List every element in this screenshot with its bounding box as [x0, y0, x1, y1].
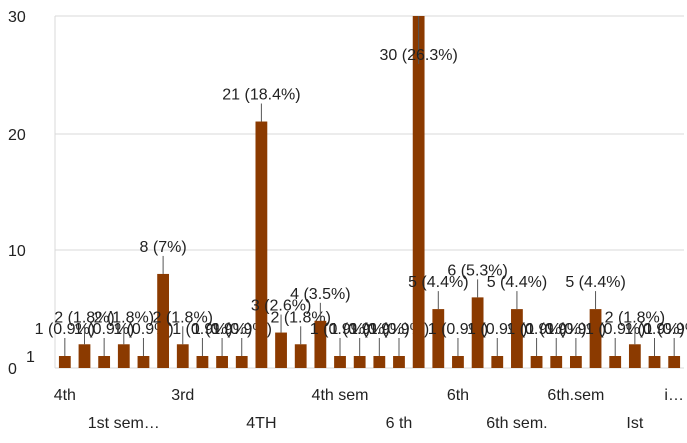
bar-20[interactable]	[452, 356, 464, 368]
data-label-25: 1 (0.9%)	[526, 321, 586, 338]
bar-2[interactable]	[98, 356, 111, 368]
x-tick-label: 6th sem.	[486, 415, 547, 432]
bar-26[interactable]	[569, 356, 582, 368]
bar-14[interactable]	[334, 356, 346, 368]
bar-10[interactable]	[255, 121, 268, 368]
data-label-19: 5 (4.4%)	[408, 274, 468, 291]
data-label-29: 2 (1.8%)	[605, 309, 665, 326]
data-label-8: 1 (0.9%)	[192, 321, 252, 338]
data-label-6: 2 (1.8%)	[153, 309, 213, 326]
bar-9[interactable]	[235, 356, 248, 368]
bar-12[interactable]	[294, 344, 307, 368]
data-label-31: 1 (0.9%)	[644, 321, 687, 338]
y-tick-label-0: 0	[8, 361, 17, 378]
data-label-14: 1 (0.9%)	[310, 321, 370, 338]
bar-24[interactable]	[530, 356, 543, 368]
bar-4[interactable]	[137, 356, 150, 368]
data-label-11: 3 (2.6%)	[251, 298, 311, 315]
y-tick-label-1: 1	[26, 349, 35, 366]
data-label-27: 5 (4.4%)	[565, 274, 625, 291]
bar-0[interactable]	[58, 356, 71, 368]
bar-22[interactable]	[491, 356, 504, 368]
data-label-24: 1 (0.9%)	[506, 321, 566, 338]
bar-25[interactable]	[550, 356, 563, 368]
data-label-2: 1 (0.9%)	[74, 321, 134, 338]
data-label-30: 1 (0.9%)	[624, 321, 684, 338]
bar-27[interactable]	[589, 309, 602, 368]
x-tick-label: 6th.sem	[547, 387, 604, 404]
x-tick-label: Ist	[626, 415, 643, 432]
bar-17[interactable]	[393, 356, 405, 368]
bar-23[interactable]	[511, 309, 523, 368]
data-label-21: 6 (5.3%)	[447, 262, 507, 279]
bar-28[interactable]	[609, 356, 622, 368]
x-tick-label: 4th	[54, 387, 76, 404]
data-label-3: 2 (1.8%)	[94, 309, 154, 326]
bar-16[interactable]	[373, 356, 386, 368]
bar-3[interactable]	[117, 344, 130, 368]
data-label-28: 1 (0.9%)	[585, 321, 645, 338]
data-label-18: 30 (26.3%)	[380, 47, 458, 64]
y-tick-label-30: 30	[8, 9, 26, 26]
data-label-1: 2 (1.8%)	[54, 309, 114, 326]
bar-7[interactable]	[196, 356, 209, 368]
bar-29[interactable]	[628, 344, 641, 368]
data-label-15: 1 (0.9%)	[329, 321, 389, 338]
bar-1[interactable]	[78, 344, 91, 368]
x-tick-label: 3rd	[171, 387, 194, 404]
bar-13[interactable]	[314, 320, 327, 368]
y-tick-label-20: 20	[8, 127, 26, 144]
bar-31[interactable]	[668, 356, 681, 368]
bar-6[interactable]	[176, 344, 189, 368]
bar-11[interactable]	[275, 332, 287, 368]
data-label-5: 8 (7%)	[140, 239, 187, 256]
x-tick-label: 1st sem…	[88, 415, 160, 432]
bar-30[interactable]	[648, 356, 661, 368]
bar-18[interactable]	[412, 16, 425, 368]
data-label-7: 1 (0.9%)	[172, 321, 232, 338]
x-tick-label: 4TH	[246, 415, 276, 432]
x-tick-label: i…	[664, 387, 684, 404]
data-label-16: 1 (0.9%)	[349, 321, 409, 338]
x-tick-label: 6 th	[386, 415, 413, 432]
bar-5[interactable]	[157, 273, 170, 368]
y-tick-label-10: 10	[8, 243, 26, 260]
x-tick-label: 6th	[447, 387, 469, 404]
bar-8[interactable]	[216, 356, 228, 368]
bar-15[interactable]	[353, 356, 366, 368]
data-label-13: 4 (3.5%)	[290, 286, 350, 303]
bar-19[interactable]	[432, 309, 445, 368]
bar-21[interactable]	[471, 297, 484, 368]
data-label-0: 1 (0.9%)	[35, 321, 95, 338]
data-label-23: 5 (4.4%)	[487, 274, 547, 291]
data-label-10: 21 (18.4%)	[222, 87, 300, 104]
x-tick-label: 4th sem	[312, 387, 369, 404]
